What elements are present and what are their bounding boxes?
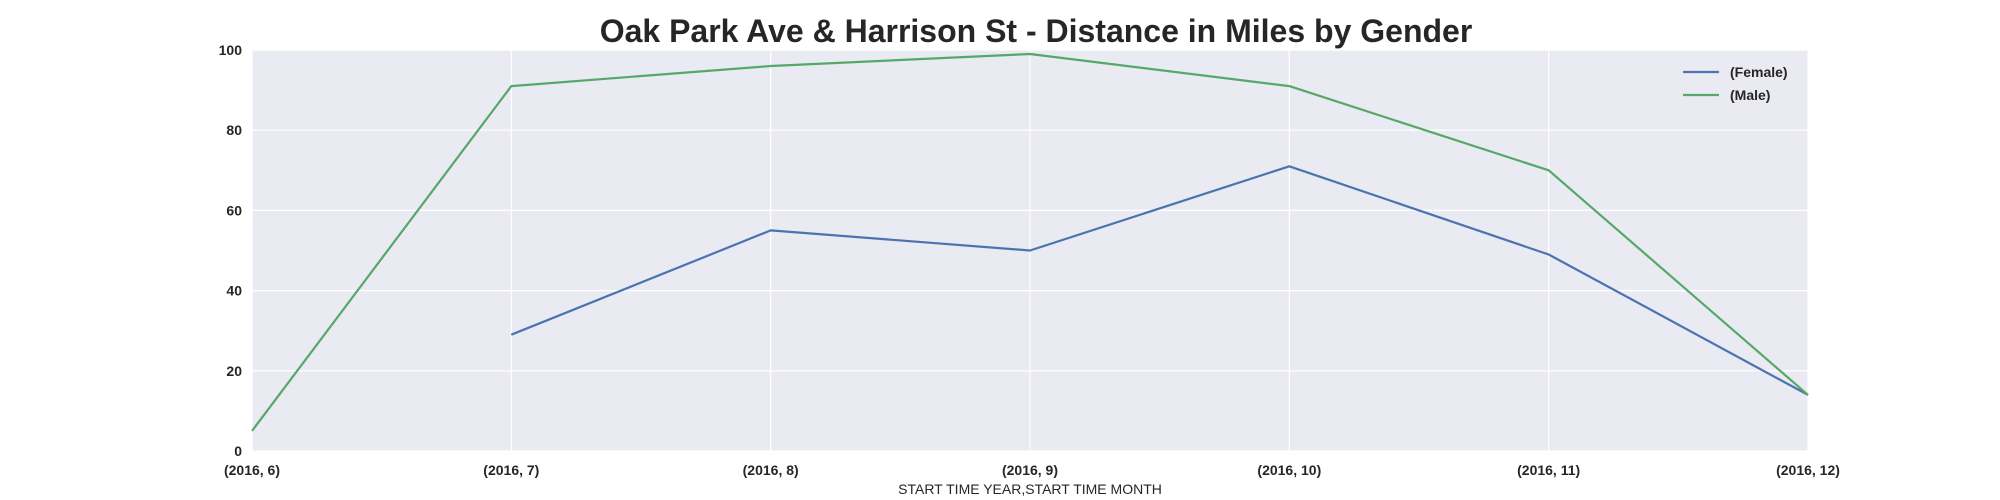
chart-title: Oak Park Ave & Harrison St - Distance in…: [600, 13, 1473, 49]
series-line-1: [251, 52, 1809, 432]
y-tick-labels: 0 20 40 60 80 100: [219, 42, 243, 459]
y-tick-label: 40: [226, 283, 242, 299]
x-tick-label: (2016, 10): [1257, 462, 1321, 478]
x-axis-label: START TIME YEAR,START TIME MONTH: [898, 481, 1162, 497]
x-tick-label: (2016, 8): [743, 462, 799, 478]
y-tick-label: 100: [219, 42, 243, 58]
legend-label: (Male): [1730, 87, 1770, 103]
y-tick-label: 60: [226, 202, 242, 218]
x-tick-label: (2016, 6): [224, 462, 280, 478]
series-lines: [251, 52, 1809, 432]
x-tick-labels: (2016, 6) (2016, 7) (2016, 8) (2016, 9) (201…: [224, 462, 1840, 478]
x-tick-label: (2016, 11): [1517, 462, 1580, 478]
x-tick-label: (2016, 7): [483, 462, 539, 478]
y-tick-label: 0: [234, 443, 242, 459]
y-tick-label: 20: [226, 363, 242, 379]
x-tick-label: (2016, 12): [1776, 462, 1840, 478]
legend-label: (Female): [1730, 64, 1788, 80]
x-tick-label: (2016, 9): [1002, 462, 1058, 478]
y-tick-label: 80: [226, 122, 242, 138]
series-line-0: [510, 165, 1809, 396]
legend: (Female) (Male): [1683, 64, 1788, 103]
